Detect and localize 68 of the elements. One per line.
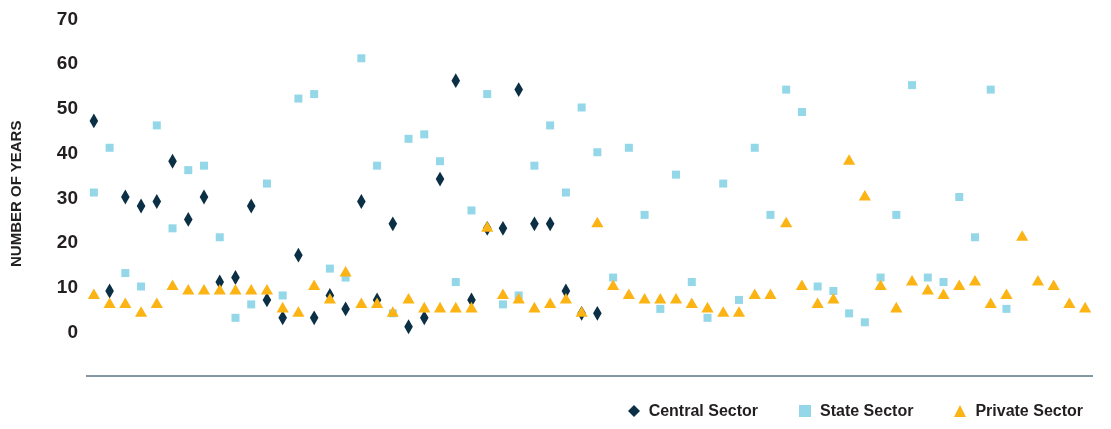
legend-label: State Sector: [820, 402, 914, 420]
point: [923, 273, 932, 282]
point: [498, 300, 507, 309]
point: [357, 54, 366, 63]
point: [719, 179, 728, 188]
point: [845, 309, 854, 318]
y-axis-title: NUMBER OF YEARS: [7, 120, 25, 267]
point: [215, 233, 224, 242]
y-tick-label: 60: [56, 52, 78, 74]
point: [939, 278, 948, 287]
point: [121, 269, 130, 278]
y-tick-label: 10: [56, 276, 78, 298]
point: [89, 188, 98, 197]
point: [656, 304, 665, 313]
point: [624, 143, 633, 152]
point: [813, 282, 822, 291]
point: [640, 210, 649, 219]
point: [829, 286, 838, 295]
point: [766, 210, 775, 219]
point: [546, 121, 555, 130]
point: [955, 193, 964, 201]
legend-label: Central Sector: [648, 402, 759, 420]
point: [310, 90, 319, 99]
point: [561, 188, 570, 197]
point: [184, 166, 193, 175]
point: [876, 273, 885, 282]
point: [593, 148, 602, 157]
point: [247, 300, 256, 309]
point: [672, 170, 681, 179]
point: [231, 313, 240, 322]
y-tick-label: 70: [56, 7, 78, 29]
point: [577, 103, 586, 112]
point: [609, 273, 618, 282]
point: [404, 134, 413, 143]
point: [703, 313, 712, 322]
point: [152, 121, 161, 130]
point: [970, 233, 979, 242]
point: [420, 130, 429, 139]
y-tick-label: 20: [56, 231, 78, 253]
y-tick-label: 50: [56, 97, 78, 119]
point: [105, 143, 114, 152]
point: [782, 85, 791, 94]
point: [908, 81, 917, 90]
point: [168, 224, 177, 233]
point: [294, 94, 303, 103]
point: [1002, 304, 1011, 313]
y-tick-label: 0: [67, 320, 78, 342]
point: [734, 295, 743, 304]
point: [687, 278, 696, 287]
point: [325, 264, 334, 273]
point: [467, 206, 476, 215]
point: [860, 318, 869, 327]
y-tick-label: 30: [56, 186, 78, 208]
point: [200, 161, 209, 170]
point: [373, 161, 382, 170]
point: [137, 282, 146, 291]
point: [436, 157, 445, 166]
point: [797, 107, 806, 116]
point: [451, 278, 460, 287]
point: [278, 291, 287, 300]
point: [530, 161, 539, 170]
y-tick-label: 40: [56, 141, 78, 163]
legend-label: Private Sector: [975, 402, 1083, 420]
point: [986, 85, 995, 94]
point: [483, 90, 492, 99]
point: [892, 210, 901, 219]
point: [262, 179, 271, 188]
point: [750, 143, 759, 152]
